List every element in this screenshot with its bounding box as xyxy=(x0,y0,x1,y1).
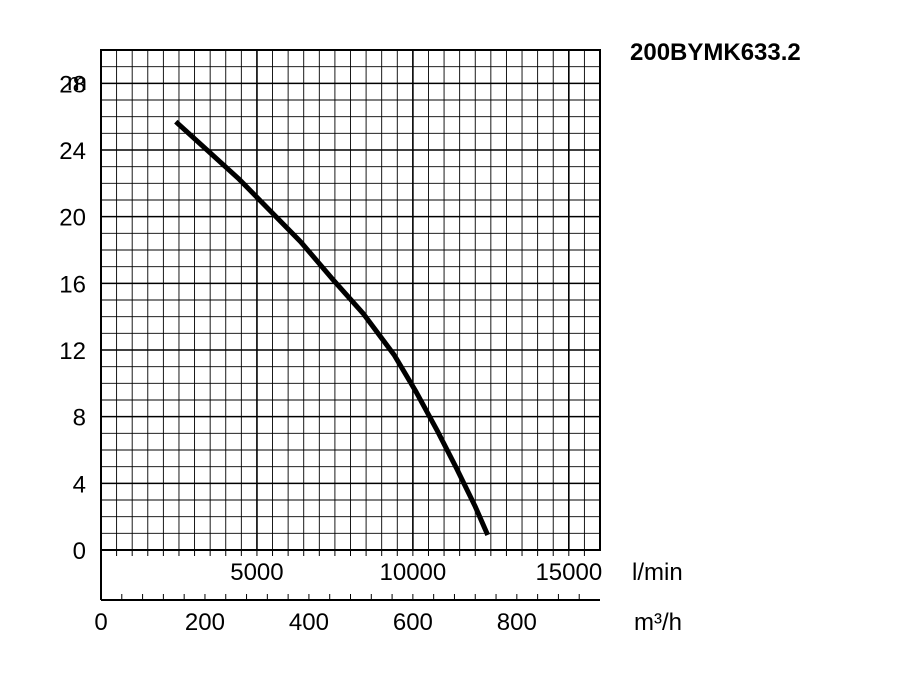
x-tick-label-lmin: 15000 xyxy=(535,559,602,586)
performance-curve xyxy=(174,119,490,537)
grid xyxy=(101,50,600,550)
x-tick-label-m3h: 200 xyxy=(185,609,225,636)
y-tick-label: 4 xyxy=(73,471,86,498)
curve-layer xyxy=(174,119,490,537)
labels: 0 4 8 12 16 20 24 28 5000 10000 15000 0 200 400 600 800 xyxy=(59,71,602,636)
y-tick-label: 16 xyxy=(59,271,86,298)
y-tick-label: 8 xyxy=(73,405,86,432)
plot-frame xyxy=(100,49,601,601)
x-tick-label-m3h: 600 xyxy=(393,609,433,636)
x-tick-label-lmin: 5000 xyxy=(230,559,283,586)
y-tick-label: 24 xyxy=(59,138,86,165)
x-unit-secondary-label: m³/h xyxy=(634,609,682,636)
x-tick-label-m3h: 400 xyxy=(289,609,329,636)
x-unit-primary-label: l/min xyxy=(632,559,683,586)
x-tick-label-m3h: 0 xyxy=(94,609,107,636)
y-axis-label: m xyxy=(67,69,87,96)
y-tick-label: 28 xyxy=(59,71,86,98)
y-tick-label: 20 xyxy=(59,205,86,232)
y-tick-label: 0 xyxy=(73,538,86,565)
chart-title: 200BYMK633.2 xyxy=(630,39,801,66)
y-tick-label: 12 xyxy=(59,338,86,365)
x-tick-label-lmin: 10000 xyxy=(380,559,447,586)
x-tick-label-m3h: 800 xyxy=(497,609,537,636)
